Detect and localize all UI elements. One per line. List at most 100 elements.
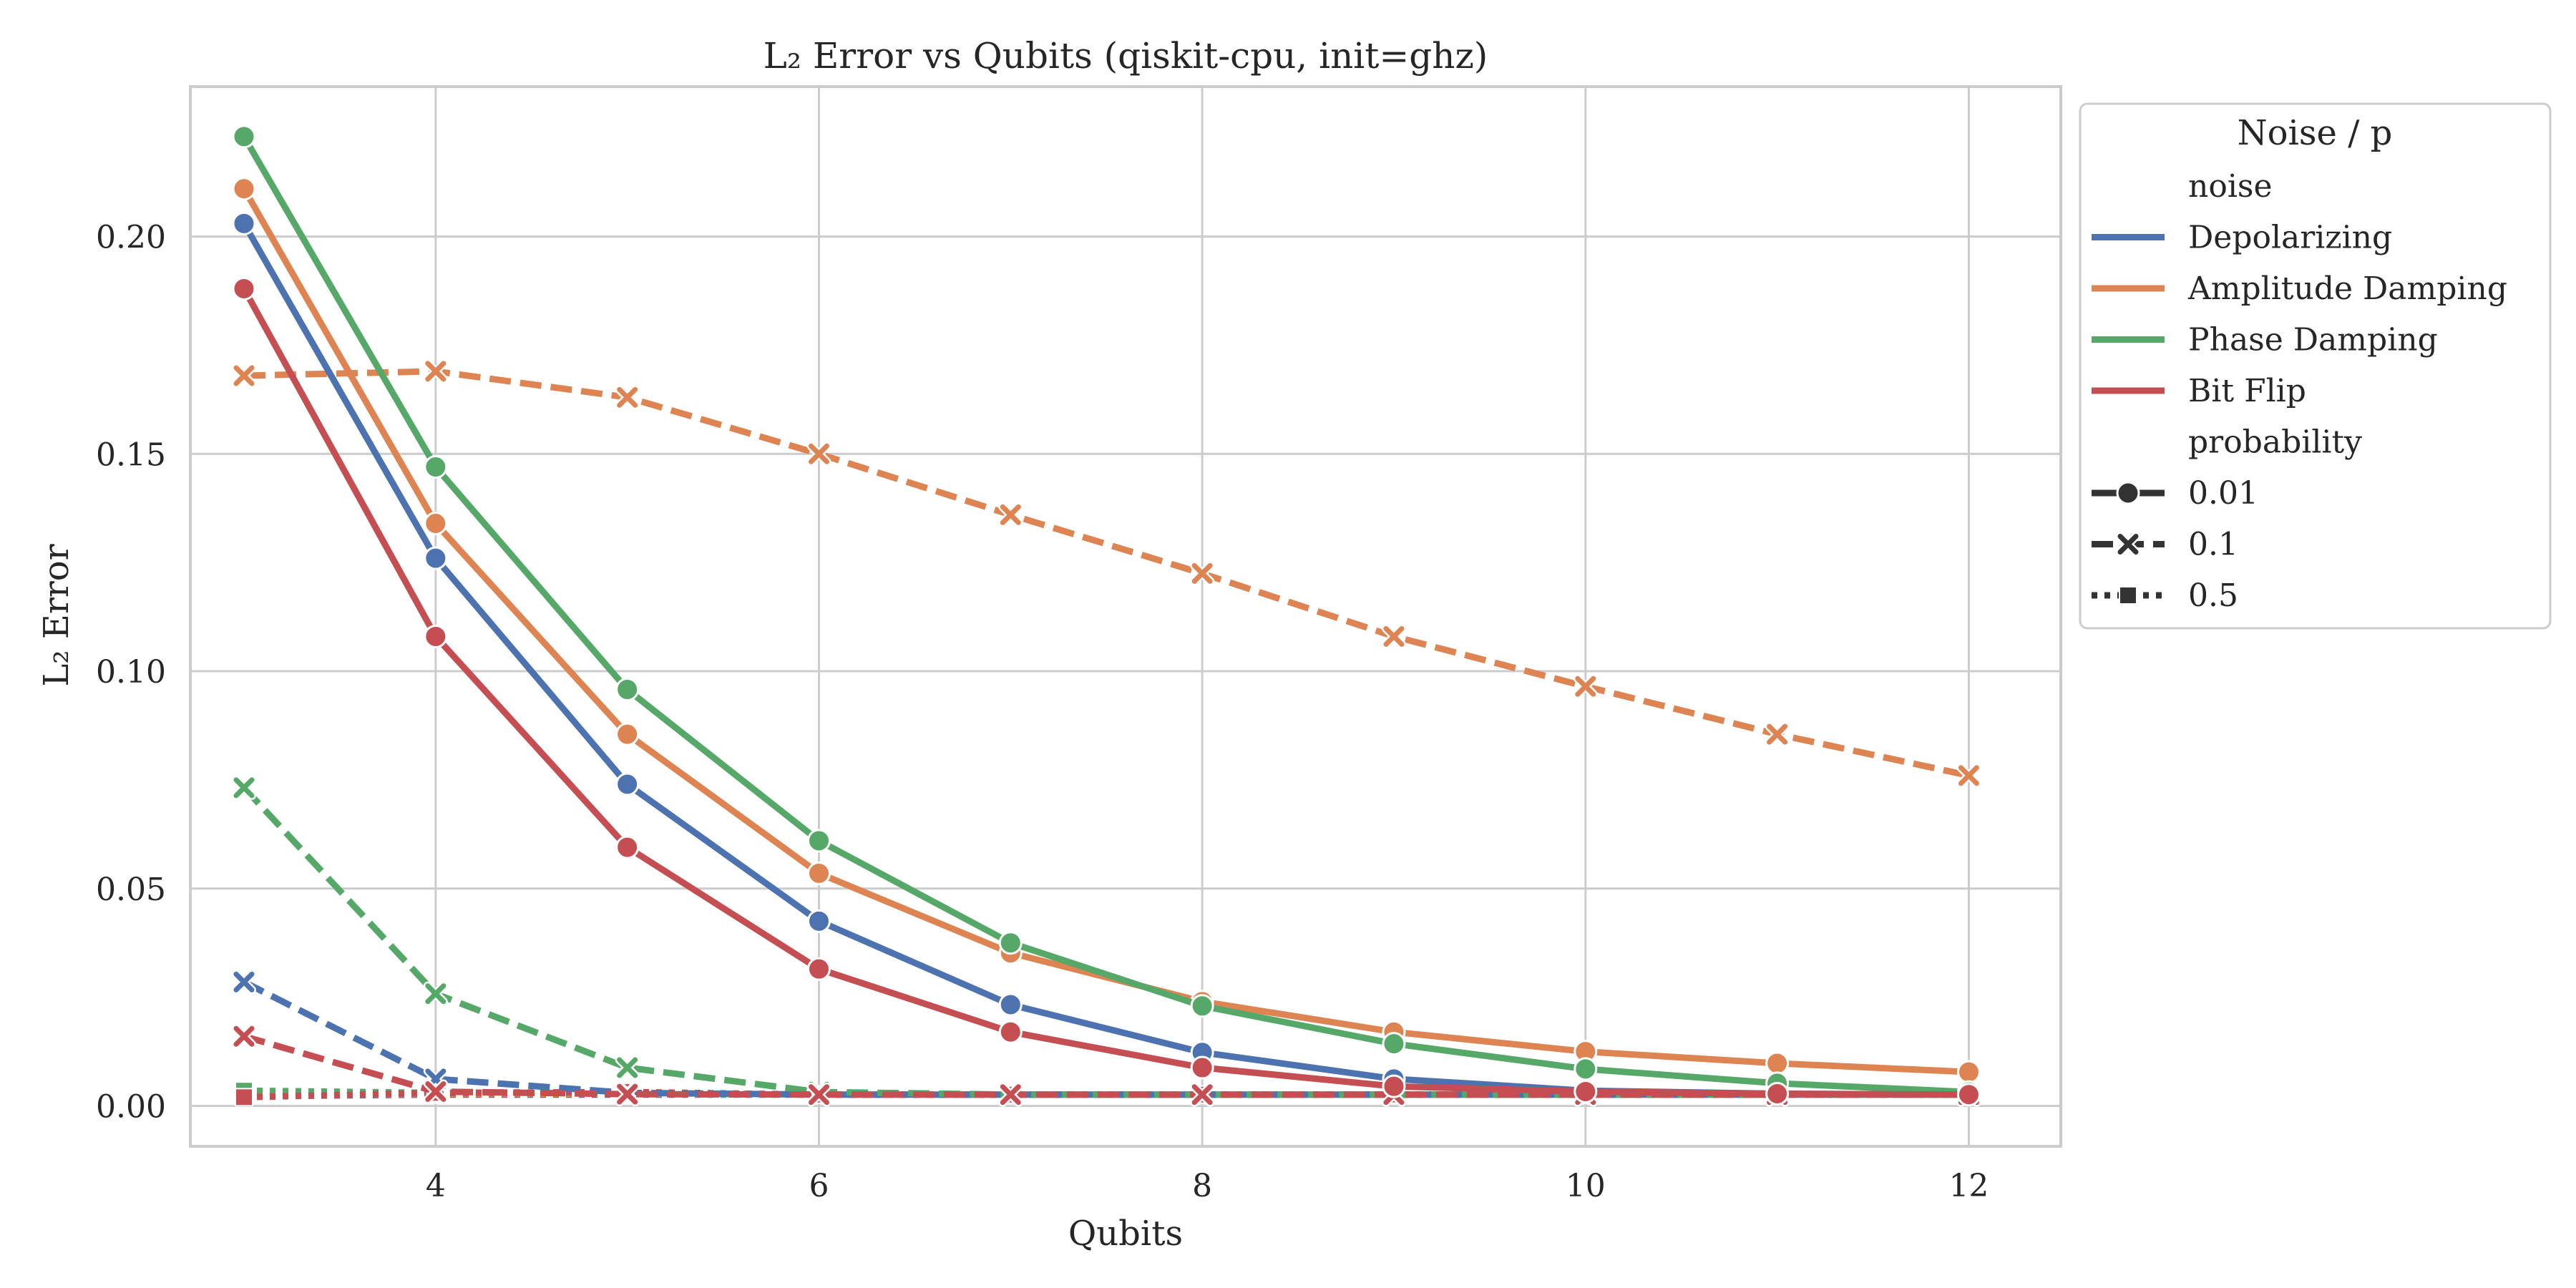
x-marker-stroke: [1000, 504, 1021, 525]
series-bit-flip-p0-01-point: [806, 957, 831, 981]
x-marker-stroke: [808, 443, 829, 464]
series-amplitude-damping-p0-1-point: [423, 358, 448, 384]
series-bit-flip-p0-01-point: [424, 624, 448, 648]
x-marker-stroke: [233, 365, 255, 386]
grid: [190, 87, 2061, 1146]
series-depolarizing-p0-01-point: [232, 211, 256, 235]
series-phase-damping-p0-01-point: [615, 678, 640, 702]
series-bit-flip-p0-1-point: [998, 1082, 1023, 1107]
x-marker-stroke: [617, 1083, 638, 1105]
plot-frame: [189, 85, 2062, 1148]
series-phase-damping-p0-1-point: [423, 981, 448, 1006]
series-phase-damping-p0-1-point: [615, 1055, 640, 1080]
legend-item-p0-1: 0.1: [2092, 527, 2238, 563]
legend-item-p0-5-marker: [2119, 586, 2137, 605]
series-bit-flip-p0-01-point: [1190, 1055, 1214, 1080]
series-depolarizing-p0-01-point: [424, 546, 448, 570]
legend-item-p0-5-label: 0.5: [2188, 577, 2238, 614]
series-bit-flip-p0-01-point: [232, 276, 256, 301]
series-amplitude-damping-p0-1-point: [1190, 561, 1215, 586]
y-tick-label: 0.15: [96, 436, 166, 473]
legend-item-p0-1-label: 0.1: [2188, 527, 2238, 563]
legend-item-phase-damping-label: Phase Damping: [2188, 322, 2438, 358]
series-amplitude-damping-p0-01-point: [232, 177, 256, 201]
series-amplitude-damping-p0-01-point: [615, 722, 640, 746]
x-marker-stroke: [233, 777, 255, 799]
x-tick-label: 12: [1948, 1168, 1989, 1204]
series-amplitude-damping-p0-1-line: [243, 368, 1970, 779]
series-amplitude-damping-p0-1-point: [1956, 763, 1981, 788]
x-tick-label: 4: [426, 1168, 446, 1204]
x-marker-stroke: [1000, 1084, 1021, 1106]
x-marker-stroke: [2117, 534, 2139, 555]
x-marker-stroke: [808, 1084, 829, 1106]
series-amplitude-damping-p0-1-point: [615, 385, 640, 410]
x-axis-ticks: 4 6 8 10 12: [426, 1168, 1989, 1204]
y-tick-label: 0.20: [96, 220, 166, 256]
x-marker-stroke: [1383, 625, 1405, 647]
series-amplitude-damping-p0-1-point: [1381, 624, 1406, 649]
series-bit-flip-p0-1-point: [615, 1082, 640, 1107]
legend-item-p0-01-label: 0.01: [2188, 475, 2258, 512]
series-amplitude-damping-p0-01-point: [424, 512, 448, 536]
series-amplitude-damping-p0-1-point: [1573, 674, 1598, 699]
legend-item-amplitude-damping: Amplitude Damping: [2092, 270, 2507, 307]
x-marker-stroke: [233, 971, 255, 992]
x-marker-stroke: [425, 983, 447, 1005]
x-tick-label: 6: [809, 1168, 829, 1204]
series-amplitude-damping-p0-01-point: [1765, 1051, 1790, 1075]
x-tick-label: 10: [1566, 1168, 1606, 1204]
series-bit-flip-p0-1-point: [423, 1079, 448, 1104]
series-depolarizing-p0-01-point: [998, 992, 1023, 1017]
legend-entries: noise Depolarizing Amplitude Damping Phase …: [2092, 168, 2507, 614]
x-marker-stroke: [1191, 1084, 1213, 1106]
legend-item-p0-5: 0.5: [2092, 577, 2238, 614]
x-marker-stroke: [617, 1057, 638, 1078]
legend-item-depolarizing: Depolarizing: [2092, 220, 2392, 256]
x-marker-stroke: [1575, 675, 1596, 697]
series-bit-flip-p0-01-line: [241, 287, 1969, 1098]
legend-item-p0-1-marker: [2116, 532, 2140, 557]
chart-title: L₂ Error vs Qubits (qiskit-cpu, init=ghz…: [763, 35, 1488, 77]
legend-item-p0-01-marker: [2116, 481, 2140, 505]
series-bit-flip-p0-01-point: [1956, 1083, 1981, 1107]
legend-item-amplitude-damping-label: Amplitude Damping: [2187, 270, 2507, 307]
series-layer: [231, 125, 1981, 1107]
y-tick-label: 0.10: [96, 654, 166, 691]
legend-title: Noise / p: [2238, 113, 2393, 153]
series-depolarizing-p0-1-point: [231, 970, 256, 995]
series-phase-damping-p0-1-point: [231, 775, 256, 800]
series-bit-flip-p0-1-line: [243, 1033, 1969, 1098]
series-phase-damping-p0-01-point: [1382, 1032, 1406, 1056]
series-amplitude-damping-p0-01-point: [806, 862, 831, 886]
y-tick-label: 0.05: [96, 872, 166, 908]
legend-heading: probability: [2188, 424, 2362, 461]
legend-box: [2079, 102, 2552, 630]
series-depolarizing-p0-01-point: [615, 772, 640, 796]
series-bit-flip-p0-01-point: [1382, 1074, 1406, 1098]
series-phase-damping-p0-01-point: [806, 829, 831, 853]
x-marker-stroke: [233, 1025, 255, 1047]
legend-item-bit-flip: Bit Flip: [2092, 373, 2306, 409]
series-amplitude-damping-p0-1: [231, 358, 1981, 788]
legend-item-bit-flip-label: Bit Flip: [2188, 373, 2306, 409]
series-phase-damping-p0-01-line: [241, 135, 1969, 1096]
series-bit-flip-p0-5-point: [234, 1088, 253, 1107]
series-phase-damping-p0-01-point: [998, 931, 1023, 955]
series-bit-flip-p0-1-point: [1190, 1082, 1215, 1107]
series-bit-flip-p0-01-point: [1574, 1079, 1598, 1103]
series-bit-flip-p0-01-point: [998, 1020, 1023, 1044]
series-amplitude-damping-p0-1-point: [231, 363, 256, 388]
series-amplitude-damping-p0-01-point: [1956, 1060, 1981, 1084]
y-axis-ticks: 0.00 0.05 0.10 0.15 0.20: [96, 220, 166, 1126]
y-tick-label: 0.00: [96, 1089, 166, 1126]
series-phase-damping-p0-01-point: [1574, 1057, 1598, 1081]
legend-item-depolarizing-label: Depolarizing: [2188, 220, 2392, 256]
y-axis-label: L₂ Error: [36, 544, 77, 686]
x-marker-stroke: [1191, 562, 1213, 584]
legend: Noise / p noise Depolarizing Amplitude Dam…: [2079, 102, 2552, 630]
series-amplitude-damping-p0-1-point: [806, 441, 831, 467]
series-bit-flip-p0-1-point: [806, 1082, 831, 1107]
x-marker-stroke: [617, 386, 638, 408]
